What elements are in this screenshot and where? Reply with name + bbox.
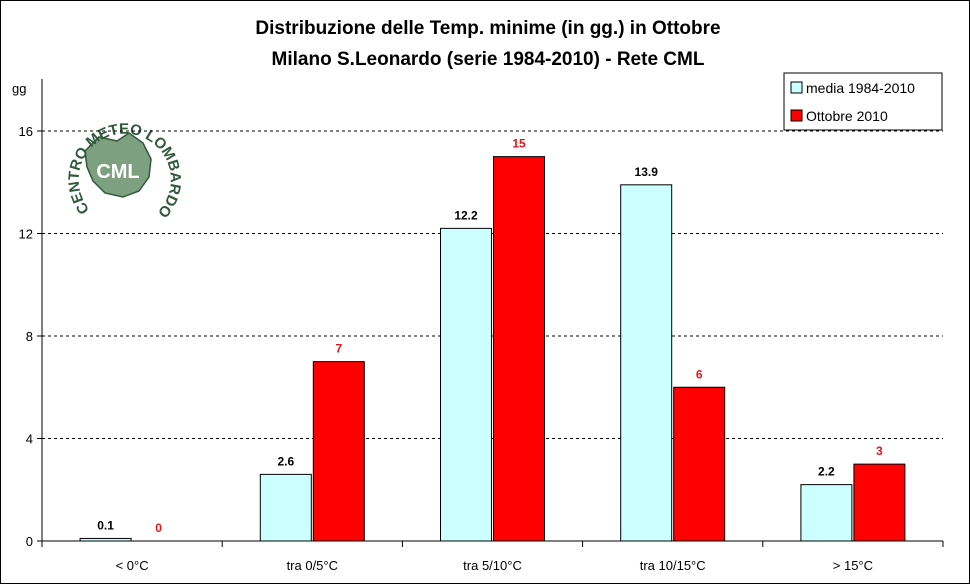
x-tick-label: > 15°C [833, 558, 873, 573]
x-tick-label: tra 10/15°C [640, 558, 706, 573]
tick-labels: 0 4 8 12 16 < 0°C tra 0/5°C tra 5/10°C tra 10/15… [19, 124, 874, 573]
data-label-ottobre: 15 [512, 137, 526, 151]
legend-label-ottobre: Ottobre 2010 [806, 108, 888, 124]
bar-media [259, 473, 312, 542]
axes [37, 79, 944, 547]
y-tick-label: 16 [19, 124, 33, 139]
y-tick-label: 12 [19, 227, 33, 242]
y-tick-label: 8 [26, 329, 33, 344]
bar-ottobre [853, 463, 906, 542]
logo-region-shape [84, 132, 152, 198]
y-axis-label: gg [12, 81, 26, 96]
legend-swatch-media [790, 81, 803, 94]
bar-ottobre [673, 386, 726, 542]
data-label-ottobre: 6 [696, 367, 703, 381]
bar-media [800, 484, 853, 542]
bar-media [440, 227, 492, 542]
legend-box [783, 72, 943, 131]
data-labels: 0.1 0 2.6 7 12.2 15 13.9 6 2.2 3 [97, 137, 883, 535]
legend: media 1984-2010 Ottobre 2010 [783, 72, 943, 131]
bar-ottobre [312, 361, 365, 542]
chart-subtitle: Milano S.Leonardo (serie 1984-2010) - Re… [272, 49, 705, 70]
gridlines [42, 130, 943, 439]
bar-media [620, 184, 673, 542]
legend-label-media: media 1984-2010 [806, 80, 915, 96]
data-label-media: 13.9 [635, 165, 659, 179]
y-tick-label: 0 [26, 534, 33, 549]
data-label-ottobre: 3 [876, 444, 883, 458]
data-label-media: 2.6 [277, 454, 294, 468]
data-label-ottobre: 0 [155, 521, 162, 535]
data-label-media: 0.1 [97, 518, 114, 532]
x-tick-label: tra 0/5°C [287, 558, 338, 573]
data-label-ottobre: 7 [335, 342, 342, 356]
y-tick-label: 4 [26, 432, 33, 447]
data-label-media: 12.2 [454, 208, 478, 222]
data-label-media: 2.2 [818, 465, 835, 479]
x-tick-label: < 0°C [116, 558, 149, 573]
cml-logo: CML CENTRO METEO LOMBARDO [66, 121, 184, 222]
chart-title: Distribuzione delle Temp. minime (in gg.… [255, 18, 720, 39]
legend-swatch-ottobre [790, 109, 803, 122]
bar-ottobre [493, 156, 545, 542]
bars-group [79, 156, 906, 542]
x-tick-label: tra 5/10°C [463, 558, 522, 573]
logo-center-text: CML [96, 161, 139, 183]
